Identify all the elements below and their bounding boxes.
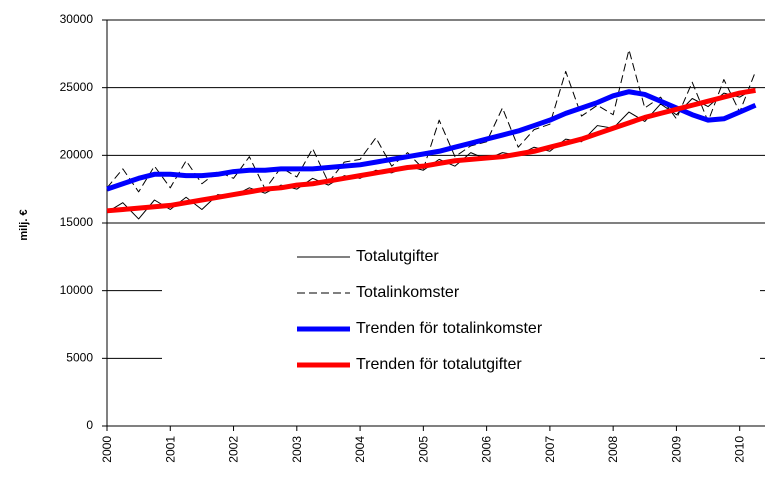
- y-tick-label: 0: [86, 418, 93, 432]
- x-tick-label: 2002: [227, 436, 241, 463]
- series-line: [106, 49, 756, 193]
- x-tick-label: 2005: [416, 436, 430, 463]
- series-line: [106, 89, 757, 192]
- x-tick-label: 2003: [290, 436, 304, 463]
- x-tick-label: 2000: [100, 436, 114, 463]
- x-tick-label: 2001: [163, 436, 177, 463]
- y-tick-label: 15000: [60, 215, 94, 229]
- y-axis-label: milj. €: [18, 209, 30, 240]
- x-tick-label: 2009: [669, 436, 683, 463]
- series-line: [106, 87, 756, 214]
- x-tick-label: 2006: [480, 436, 494, 463]
- legend-box: [162, 238, 760, 383]
- x-tick-label: 2007: [543, 436, 557, 463]
- legend-label: Trenden för totalutgifter: [356, 356, 522, 373]
- y-tick-label: 10000: [60, 283, 94, 297]
- y-tick-label: 5000: [66, 351, 93, 365]
- legend-label: Totalinkomster: [356, 284, 460, 301]
- x-tick-label: 2004: [353, 436, 367, 463]
- y-tick-label: 25000: [60, 80, 94, 94]
- y-tick-label: 30000: [60, 12, 94, 26]
- x-tick-label: 2008: [606, 436, 620, 463]
- y-tick-label: 20000: [60, 148, 94, 162]
- x-tick-label: 2010: [733, 436, 747, 463]
- legend-label: Totalutgifter: [356, 248, 439, 265]
- legend-label: Trenden för totalinkomster: [356, 320, 543, 337]
